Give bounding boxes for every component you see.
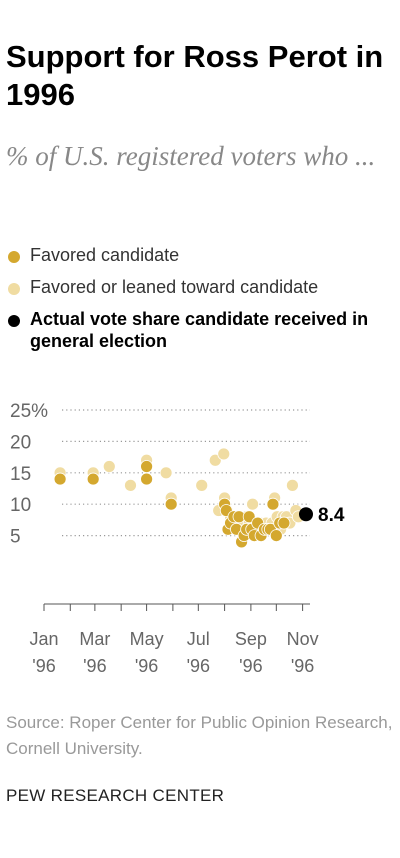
favored-point <box>140 472 153 486</box>
legend-dot-actual <box>8 315 20 327</box>
y-tick-label: 20 <box>10 432 31 453</box>
legend-item-actual: Actual vote share candidate received in … <box>6 308 398 352</box>
x-tick-label: '96 <box>32 656 55 676</box>
favored-point <box>140 460 153 473</box>
favored-point <box>277 516 291 530</box>
legend-label-favored: Favored candidate <box>30 245 180 265</box>
x-tick-label: Jul <box>187 629 210 649</box>
x-tick-label: '96 <box>135 656 158 676</box>
x-tick-label: May <box>130 629 164 649</box>
x-tick-label: Sep <box>235 629 267 649</box>
favored-point <box>164 497 178 511</box>
favored-point <box>53 472 67 486</box>
actual-vote-label: 8.4 <box>318 505 345 526</box>
x-tick-label: '96 <box>83 656 106 676</box>
favored-point <box>269 529 283 543</box>
actual-vote-point <box>299 507 313 522</box>
chart-title: Support for Ross Perot in 1996 <box>6 39 384 112</box>
favored-point <box>266 497 280 511</box>
legend-label-leaned: Favored or leaned toward candidate <box>30 277 319 297</box>
x-tick-label: '96 <box>239 656 262 676</box>
leaned-point <box>195 478 209 492</box>
org-credit: PEW RESEARCH CENTER <box>6 786 225 805</box>
legend-label-actual: Actual vote share candidate received in … <box>30 309 369 351</box>
chart-subtitle: % of U.S. registered voters who ... <box>6 141 376 171</box>
y-tick-label: 25% <box>10 401 48 422</box>
x-tick-label: '96 <box>187 656 210 676</box>
x-tick-label: '96 <box>291 656 314 676</box>
scatter-chart: 5 10 15 20 25% Jan '96 Mar '96 May '96 Jul '96 Sep '96… <box>10 401 345 676</box>
leaned-point <box>286 478 299 492</box>
y-tick-label: 10 <box>10 495 31 516</box>
legend-item-leaned: Favored or leaned toward candidate <box>6 276 398 299</box>
leaned-point <box>217 447 231 461</box>
leaned-point <box>246 497 259 511</box>
source-note: Source: Roper Center for Public Opinion … <box>6 713 393 758</box>
x-tick-label: Mar <box>79 629 110 649</box>
leaned-point <box>102 460 116 473</box>
y-tick-label: 15 <box>10 464 31 485</box>
x-tick-label: Jan <box>29 629 58 649</box>
leaned-point <box>159 466 173 480</box>
legend-dot-favored <box>8 251 20 263</box>
y-tick-label: 5 <box>10 527 21 548</box>
x-tick-label: Nov <box>287 629 319 649</box>
legend-dot-leaned <box>8 283 20 295</box>
legend-item-favored: Favored candidate <box>6 244 398 267</box>
legend: Favored candidate Favored or leaned towa… <box>6 244 398 361</box>
leaned-point <box>124 478 137 492</box>
favored-point <box>86 472 100 486</box>
